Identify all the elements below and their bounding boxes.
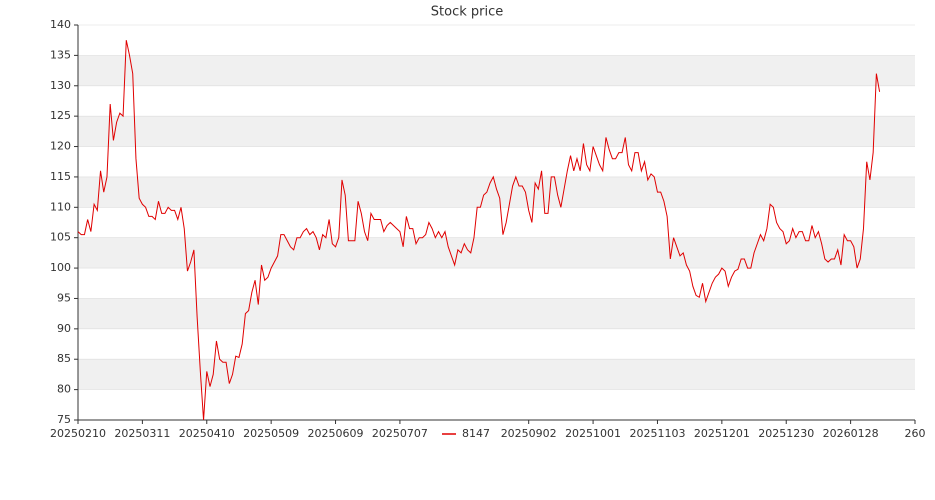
grid-band	[78, 298, 915, 329]
y-tick-label: 100	[50, 261, 71, 274]
y-tick-label: 135	[50, 48, 71, 61]
x-tick-label: 20251230	[758, 427, 814, 440]
y-tick-label: 95	[57, 291, 71, 304]
x-tick-label: 20250707	[372, 427, 428, 440]
x-tick-label: 20250410	[179, 427, 235, 440]
y-tick-label: 140	[50, 18, 71, 31]
x-tick-label: 20250609	[308, 427, 364, 440]
x-tick-label: 20250210	[50, 427, 106, 440]
y-tick-label: 75	[57, 413, 71, 426]
price-line	[77, 40, 881, 421]
x-tick-label: 20260128	[823, 427, 879, 440]
grid-band	[78, 55, 915, 86]
x-tick-label: 20250509	[243, 427, 299, 440]
legend-label: 8147	[462, 427, 490, 440]
legend-bg	[438, 426, 498, 442]
y-tick-label: 80	[57, 383, 71, 396]
y-tick-label: 120	[50, 140, 71, 153]
y-tick-label: 125	[50, 109, 71, 122]
x-tick-label: 20250311	[114, 427, 170, 440]
x-tick-label: 260	[905, 427, 926, 440]
x-tick-label: 20250902	[501, 427, 557, 440]
y-tick-label: 110	[50, 200, 71, 213]
y-tick-label: 115	[50, 170, 71, 183]
y-tick-label: 90	[57, 322, 71, 335]
y-tick-label: 105	[50, 231, 71, 244]
x-tick-label: 20251103	[629, 427, 685, 440]
grid-band	[78, 116, 915, 147]
y-tick-label: 85	[57, 352, 71, 365]
y-tick-label: 130	[50, 79, 71, 92]
x-tick-label: 20251201	[694, 427, 750, 440]
grid-band	[78, 237, 915, 269]
chart-title: Stock price	[431, 5, 503, 20]
grid-band	[78, 176, 915, 208]
grid-band	[78, 359, 915, 390]
x-tick-label: 20251001	[565, 427, 621, 440]
